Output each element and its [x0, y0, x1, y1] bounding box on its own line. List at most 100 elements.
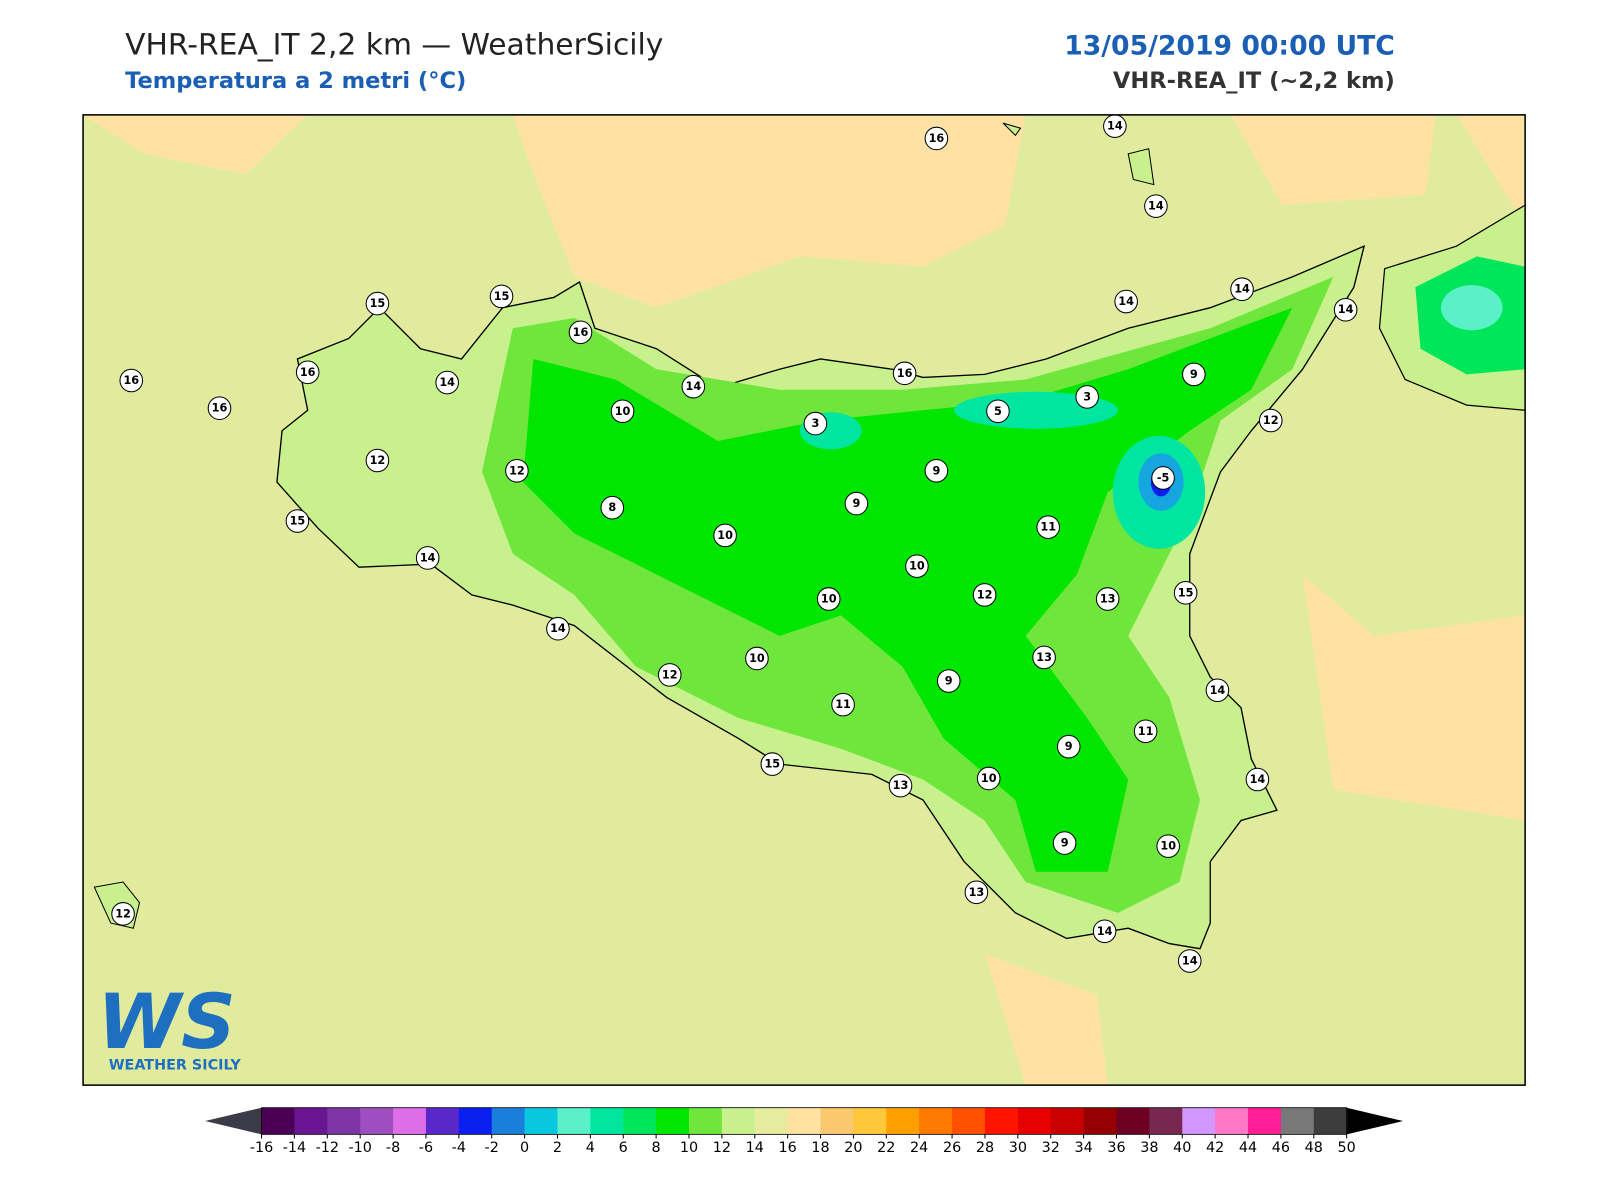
station-value: 12: [370, 454, 386, 467]
station-value: 9: [945, 675, 953, 688]
station-value: 10: [821, 592, 837, 605]
station-value: 11: [1138, 725, 1154, 738]
color-cell: [919, 1107, 953, 1135]
station-marker: [600, 495, 625, 520]
station-marker: [986, 399, 1010, 424]
station-value: 16: [300, 366, 316, 379]
colorbar-tick-label: 42: [1206, 1140, 1224, 1156]
station-value: 14: [685, 380, 701, 393]
station-value: 13: [1036, 651, 1052, 664]
station-marker: [760, 752, 785, 776]
colorbar-frame: [261, 1107, 1348, 1135]
station-value: 16: [897, 367, 913, 380]
color-cell: [689, 1107, 723, 1135]
station-value: 10: [909, 560, 925, 573]
station-marker: [546, 616, 570, 641]
station-marker: [972, 583, 997, 607]
station-marker: [1144, 194, 1168, 218]
valid-time: 13/05/2019 00:00 UTC: [1064, 30, 1395, 61]
colorbar-over: [1346, 1107, 1404, 1135]
colorbar: -16 -14 -12 -10 -8 -6 -4 -2 0 2 4 6 8 10 12 14 16 18 20 22 2…: [205, 1107, 1404, 1156]
station-value: 10: [615, 405, 631, 418]
cool-area: [523, 307, 1293, 872]
station-value: 12: [115, 907, 131, 920]
colorbar-tick-label: 24: [910, 1140, 928, 1156]
map-frame: [82, 114, 1526, 1086]
logo-name: WEATHER SICILY: [109, 1058, 242, 1074]
colorbar-tick-label: 0: [520, 1140, 529, 1156]
station-marker: [713, 523, 737, 548]
station-value: -5: [1157, 471, 1170, 484]
station-value: 12: [662, 668, 678, 681]
station-value: 13: [1100, 592, 1116, 605]
station-marker: [295, 360, 320, 385]
station-marker: [1103, 114, 1127, 138]
color-cell: [360, 1107, 394, 1135]
station-marker: [745, 646, 769, 671]
station-marker: [285, 509, 310, 533]
color-cell: [1182, 1107, 1216, 1135]
station-marker: [1205, 678, 1230, 703]
station-value: 11: [1040, 521, 1056, 534]
colorbar-tick-label: 32: [1042, 1140, 1060, 1156]
station-value: 9: [1061, 837, 1069, 850]
station-value: 10: [717, 529, 733, 542]
station-value: 14: [1234, 283, 1250, 296]
colorbar-tick-label: -16: [250, 1140, 273, 1156]
colorbar-tick-label: 40: [1173, 1140, 1191, 1156]
colorbar-tick-label: -14: [283, 1140, 306, 1156]
color-cell: [820, 1107, 854, 1135]
colorbar-tick-label: 16: [779, 1140, 797, 1156]
colorbar-tick-label: 44: [1239, 1140, 1257, 1156]
station-marker: [1052, 831, 1077, 855]
station-value: 3: [811, 417, 819, 430]
colorbar-tick-label: 46: [1272, 1140, 1290, 1156]
station-marker: [803, 411, 828, 436]
station-marker: [1114, 289, 1138, 314]
title: VHR-REA_IT 2,2 km — WeatherSicily: [125, 27, 663, 62]
station-marker: [435, 370, 459, 395]
color-cell: [261, 1107, 295, 1135]
color-cell: [1248, 1107, 1282, 1135]
color-cell: [1215, 1107, 1249, 1135]
station-marker: [1333, 297, 1358, 322]
station-marker: [119, 368, 144, 393]
station-marker: [831, 692, 855, 717]
color-cell: [590, 1107, 624, 1135]
colorbar-tick-label: 50: [1338, 1140, 1356, 1156]
colorbar-tick-label: -2: [485, 1140, 499, 1156]
station-value: 16: [123, 374, 139, 387]
station-marker: [1075, 385, 1099, 409]
station-value: 5: [994, 405, 1002, 418]
color-cell: [984, 1107, 1019, 1135]
station-value: 11: [835, 698, 851, 711]
station-marker: [365, 291, 390, 316]
colorbar-under: [205, 1107, 262, 1135]
colorbar-tick-label: -10: [348, 1140, 371, 1156]
color-cell: [952, 1107, 986, 1135]
color-cell: [656, 1107, 690, 1135]
station-value: 10: [1160, 840, 1176, 853]
color-cell: [1280, 1107, 1315, 1135]
station-value: 14: [1107, 120, 1123, 133]
station-value: 14: [1148, 200, 1164, 213]
station-value: 9: [1190, 368, 1198, 381]
color-cell: [491, 1107, 526, 1135]
colorbar-tick-label: -4: [452, 1140, 466, 1156]
station-value: 16: [212, 402, 228, 415]
station-marker: [365, 448, 390, 473]
station-value: 14: [1250, 773, 1266, 786]
station-value: 12: [977, 588, 993, 601]
station-value: 14: [1210, 684, 1226, 697]
colorbar-tick-label: 12: [713, 1140, 731, 1156]
station-marker: [505, 458, 529, 483]
station-marker: [924, 458, 949, 483]
station-marker: [1182, 362, 1206, 387]
station-marker: [610, 399, 635, 424]
color-cell: [393, 1107, 427, 1135]
color-cell: [1083, 1107, 1118, 1135]
colorbar-tick-label: 26: [943, 1140, 961, 1156]
station-value: 15: [764, 758, 780, 771]
station-value: 15: [370, 297, 386, 310]
